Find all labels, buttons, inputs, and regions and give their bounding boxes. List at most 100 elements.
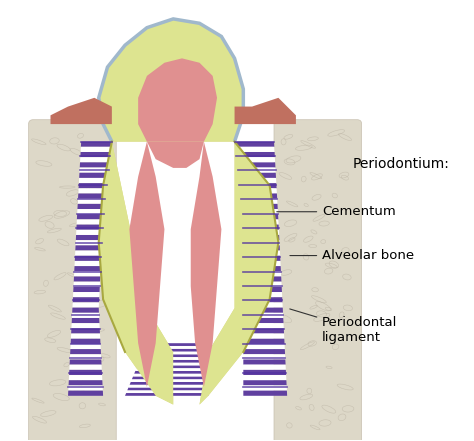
Polygon shape <box>243 318 283 323</box>
Polygon shape <box>243 323 284 329</box>
Text: Periodontal
ligament: Periodontal ligament <box>290 309 398 344</box>
Polygon shape <box>146 343 200 346</box>
Polygon shape <box>76 230 103 235</box>
Polygon shape <box>137 363 203 365</box>
Polygon shape <box>243 370 286 375</box>
Polygon shape <box>134 371 205 374</box>
Polygon shape <box>73 292 100 297</box>
Polygon shape <box>129 142 164 387</box>
Polygon shape <box>72 318 100 323</box>
Polygon shape <box>70 344 101 349</box>
Polygon shape <box>80 152 111 157</box>
Polygon shape <box>70 349 101 354</box>
Polygon shape <box>73 282 100 287</box>
Polygon shape <box>72 323 100 329</box>
Polygon shape <box>243 308 283 313</box>
Polygon shape <box>74 277 100 282</box>
Polygon shape <box>239 183 277 188</box>
Polygon shape <box>69 370 102 375</box>
Polygon shape <box>75 256 101 261</box>
Polygon shape <box>73 287 100 292</box>
Polygon shape <box>73 303 99 308</box>
Polygon shape <box>99 19 243 142</box>
Polygon shape <box>77 209 104 214</box>
Polygon shape <box>81 142 112 147</box>
Polygon shape <box>243 271 281 277</box>
Polygon shape <box>243 230 279 235</box>
Polygon shape <box>243 287 282 292</box>
Polygon shape <box>237 168 276 173</box>
Polygon shape <box>71 339 100 344</box>
Polygon shape <box>99 142 173 404</box>
Polygon shape <box>79 183 107 188</box>
Polygon shape <box>147 142 204 168</box>
Polygon shape <box>69 365 102 370</box>
FancyBboxPatch shape <box>274 120 362 441</box>
Polygon shape <box>240 188 277 194</box>
Polygon shape <box>77 204 105 209</box>
Polygon shape <box>241 199 277 204</box>
Polygon shape <box>68 385 103 391</box>
Polygon shape <box>72 308 99 313</box>
Polygon shape <box>243 385 287 391</box>
Polygon shape <box>80 157 110 162</box>
Polygon shape <box>75 240 102 245</box>
Polygon shape <box>243 266 281 271</box>
Polygon shape <box>131 379 206 382</box>
Polygon shape <box>128 388 207 390</box>
Polygon shape <box>138 58 217 142</box>
Polygon shape <box>133 374 205 377</box>
Polygon shape <box>144 349 201 351</box>
Polygon shape <box>243 214 278 220</box>
Polygon shape <box>51 98 112 124</box>
Polygon shape <box>243 261 281 266</box>
Polygon shape <box>140 357 202 360</box>
Polygon shape <box>243 349 285 354</box>
Polygon shape <box>243 344 285 349</box>
Polygon shape <box>243 297 283 303</box>
Polygon shape <box>70 359 101 365</box>
Polygon shape <box>75 250 101 256</box>
Polygon shape <box>235 147 274 152</box>
Polygon shape <box>137 365 204 368</box>
Polygon shape <box>80 162 109 168</box>
Polygon shape <box>132 377 206 379</box>
Polygon shape <box>73 297 99 303</box>
Polygon shape <box>236 152 275 157</box>
Polygon shape <box>243 359 286 365</box>
Polygon shape <box>68 391 103 396</box>
Polygon shape <box>76 235 102 240</box>
Polygon shape <box>235 98 296 124</box>
Polygon shape <box>243 375 286 380</box>
Polygon shape <box>145 346 201 349</box>
Polygon shape <box>78 194 106 199</box>
Polygon shape <box>236 157 275 162</box>
Polygon shape <box>74 271 100 277</box>
Text: Periodontium:: Periodontium: <box>353 157 450 171</box>
Polygon shape <box>243 220 279 224</box>
Polygon shape <box>70 354 101 359</box>
Polygon shape <box>99 19 243 142</box>
Polygon shape <box>79 173 109 178</box>
Polygon shape <box>241 204 278 209</box>
Polygon shape <box>242 209 278 214</box>
Polygon shape <box>74 266 101 271</box>
Polygon shape <box>71 333 100 339</box>
Polygon shape <box>243 240 280 245</box>
Polygon shape <box>243 333 284 339</box>
Polygon shape <box>142 351 201 354</box>
Polygon shape <box>141 354 202 357</box>
Polygon shape <box>243 245 280 250</box>
Polygon shape <box>76 224 103 230</box>
Polygon shape <box>243 365 286 370</box>
Polygon shape <box>243 313 283 318</box>
Polygon shape <box>80 168 109 173</box>
Polygon shape <box>81 147 111 152</box>
Polygon shape <box>71 329 100 333</box>
Polygon shape <box>243 380 287 385</box>
Polygon shape <box>136 368 204 371</box>
Polygon shape <box>125 393 208 396</box>
Polygon shape <box>139 360 203 363</box>
Polygon shape <box>243 277 282 282</box>
Polygon shape <box>74 261 101 266</box>
